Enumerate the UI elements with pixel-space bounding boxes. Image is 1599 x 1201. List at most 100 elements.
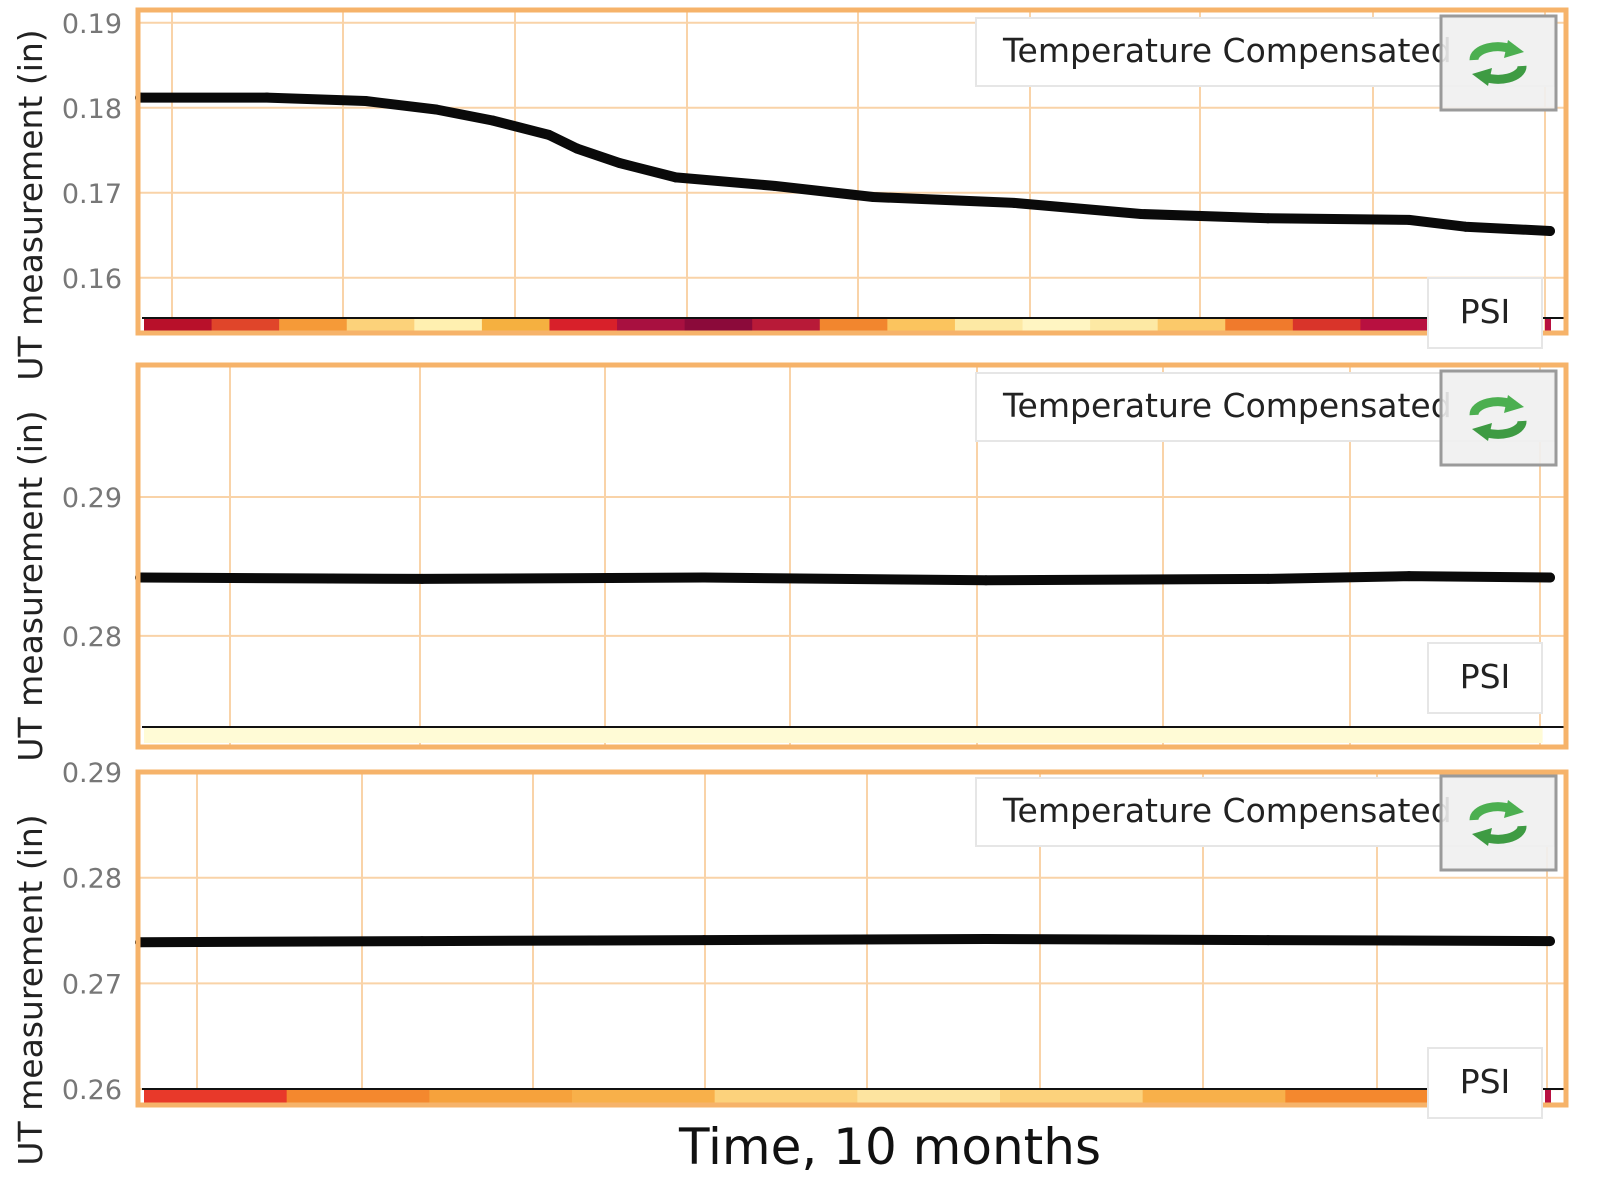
data-line: [135, 934, 1555, 948]
psi-label-box: [1427, 642, 1543, 714]
x-axis-title: Time, 10 months: [679, 1118, 1101, 1176]
psi-band-segment: [684, 318, 753, 332]
data-point: [1545, 572, 1555, 583]
plot-frame: [135, 362, 1569, 750]
refresh-button[interactable]: [1439, 14, 1558, 112]
data-point: [981, 575, 991, 586]
data-point: [981, 934, 991, 945]
psi-band-segment: [414, 318, 483, 332]
data-point: [1404, 214, 1414, 225]
data-point: [868, 192, 879, 202]
data-point: [261, 92, 272, 103]
data-point: [417, 573, 427, 584]
chart-panel-2: 0.28 0.29 Temperature Compensated PSI UT mea…: [11, 362, 1569, 762]
refresh-arrowhead-bottom[interactable]: [1472, 423, 1492, 441]
y-axis-title: UT measurement (in): [11, 29, 50, 380]
psi-band-segment: [211, 318, 280, 332]
y-tick-label: 0.26: [62, 1075, 122, 1106]
psi-band-segment: [1000, 1089, 1144, 1104]
psi-band-segment: [1360, 318, 1429, 332]
psi-band-segment: [1285, 1089, 1429, 1104]
psi-band-segment: [429, 1089, 573, 1104]
refresh-icon[interactable]: [1469, 800, 1527, 846]
data-point: [699, 572, 709, 583]
psi-band-segment: [1292, 318, 1362, 332]
psi-band-segment: [481, 318, 551, 332]
psi-label-text: PSI: [1460, 1062, 1511, 1101]
psi-band-segment: [572, 1089, 716, 1104]
psi-band-segment: [617, 318, 686, 332]
refresh-button-frame[interactable]: [1439, 369, 1558, 467]
psi-label: PSI: [1427, 277, 1543, 349]
psi-label-text: PSI: [1460, 292, 1511, 331]
data-point: [1263, 935, 1273, 946]
data-point: [614, 158, 625, 168]
data-point: [572, 143, 583, 154]
data-point: [487, 115, 498, 126]
y-tick-label: 0.18: [62, 94, 122, 125]
psi-label-box: [1427, 277, 1543, 349]
data-point: [1404, 571, 1414, 582]
legend-label: Temperature Compensated: [1002, 791, 1452, 830]
refresh-icon[interactable]: [1469, 395, 1527, 441]
data-point: [1545, 226, 1555, 236]
y-axis-title: UT measurement (in): [11, 814, 50, 1165]
data-point: [431, 104, 442, 115]
plot-frame: [135, 769, 1569, 1108]
data-point: [1263, 573, 1273, 584]
y-tick-label: 0.28: [62, 864, 122, 895]
data-point: [699, 935, 709, 946]
chart-panel-3: 0.26 0.27 0.28 0.29 Temperature Compensated P…: [11, 758, 1569, 1166]
data-point: [670, 172, 681, 183]
data-point: [1460, 221, 1471, 232]
y-tick-label: 0.29: [62, 483, 122, 514]
psi-band-segment: [954, 318, 1024, 332]
data-point: [1263, 213, 1273, 224]
data-point: [360, 95, 371, 106]
psi-band-segment: [714, 1089, 858, 1104]
refresh-arrowhead-top[interactable]: [1504, 40, 1524, 58]
y-tick-label: 0.29: [62, 758, 122, 789]
refresh-button-frame[interactable]: [1439, 14, 1558, 112]
psi-band-segment: [819, 318, 888, 332]
refresh-arrowhead-top[interactable]: [1504, 800, 1524, 818]
psi-heat-band: [144, 1089, 1551, 1104]
psi-band-segment: [549, 318, 618, 332]
psi-band-segment: [1545, 318, 1551, 332]
refresh-button[interactable]: [1439, 369, 1558, 467]
data-point: [1009, 197, 1020, 208]
psi-band-segment: [1157, 318, 1226, 332]
refresh-button-frame[interactable]: [1439, 774, 1558, 872]
psi-band-segment: [1022, 318, 1091, 332]
legend-label: Temperature Compensated: [1002, 386, 1452, 425]
refresh-arrowhead-bottom[interactable]: [1472, 828, 1492, 846]
psi-band-segment: [843, 727, 1543, 743]
psi-band-segment: [346, 318, 415, 332]
psi-heat-band: [144, 318, 1551, 332]
psi-band-segment: [1225, 318, 1294, 332]
data-point: [543, 129, 554, 140]
chart-panel-1: 0.16 0.17 0.18 0.19 Temperature Compensated P…: [11, 7, 1569, 381]
legend-label: Temperature Compensated: [1002, 31, 1452, 70]
y-tick-label: 0.28: [62, 622, 122, 653]
data-point: [769, 180, 780, 191]
psi-band-segment: [857, 1089, 1001, 1104]
psi-band-segment: [752, 318, 821, 332]
psi-band-segment: [144, 318, 213, 332]
plot-frame: [135, 7, 1569, 336]
data-line: [135, 571, 1555, 586]
y-tick-label: 0.17: [62, 179, 122, 210]
refresh-icon[interactable]: [1469, 40, 1527, 86]
refresh-button[interactable]: [1439, 774, 1558, 872]
data-point: [417, 936, 427, 947]
psi-label-text: PSI: [1460, 657, 1511, 696]
psi-label: PSI: [1427, 1047, 1543, 1119]
psi-label-box: [1427, 1047, 1543, 1119]
refresh-arrowhead-bottom[interactable]: [1472, 68, 1492, 86]
refresh-arrowhead-top[interactable]: [1504, 395, 1524, 413]
y-tick-label: 0.19: [62, 9, 122, 40]
psi-band-segment: [887, 318, 956, 332]
psi-label: PSI: [1427, 642, 1543, 714]
data-point: [1136, 209, 1147, 219]
